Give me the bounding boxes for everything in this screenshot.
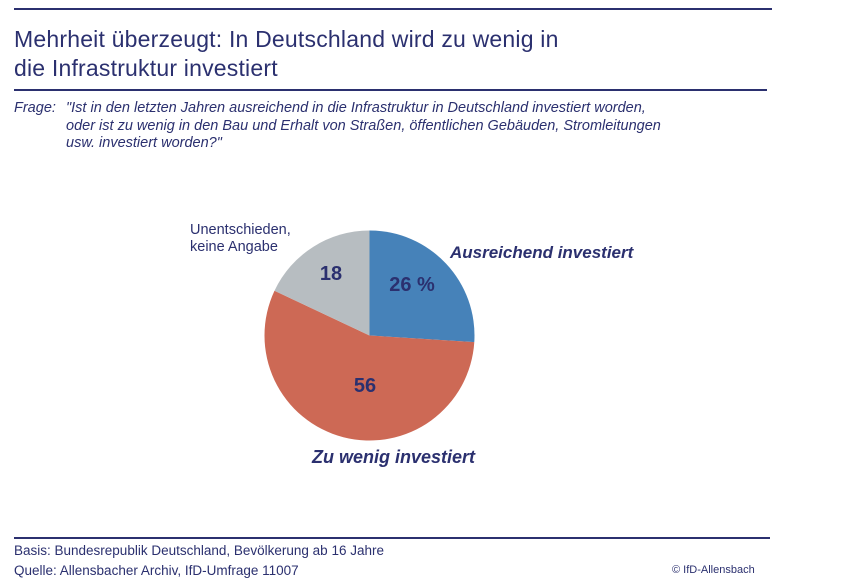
top-rule xyxy=(14,8,772,10)
slice-label-unentschieden-line-2: keine Angabe xyxy=(190,238,278,255)
footer-rule xyxy=(14,537,770,539)
pie-chart xyxy=(264,230,475,441)
footer-basis: Basis: Bundesrepublik Deutschland, Bevöl… xyxy=(14,543,384,558)
survey-question: Frage: "Ist in den letzten Jahren ausrei… xyxy=(14,100,661,153)
pie-slice-1 xyxy=(264,290,475,441)
pie-chart-container xyxy=(264,230,475,441)
page-title-line-1: Mehrheit überzeugt: In Deutschland wird … xyxy=(14,26,559,52)
question-line-1: "Ist in den letzten Jahren ausreichend i… xyxy=(66,100,646,116)
footer-copyright: © IfD-Allensbach xyxy=(672,564,755,576)
slice-label-unentschieden-line-1: Unentschieden, xyxy=(190,222,291,238)
slice-label-unentschieden: Unentschieden, keine Angabe xyxy=(190,222,291,255)
footer-quelle: Quelle: Allensbacher Archiv, IfD-Umfrage… xyxy=(14,563,299,578)
title-rule xyxy=(14,89,767,91)
question-text: "Ist in den letzten Jahren ausreichend i… xyxy=(66,100,661,153)
question-line-3: usw. investiert worden?" xyxy=(66,135,222,151)
slice-label-zu-wenig: Zu wenig investiert xyxy=(312,447,476,467)
slice-value-ausreichend: 26 % xyxy=(389,274,435,296)
page-title: Mehrheit überzeugt: In Deutschland wird … xyxy=(14,25,559,83)
slice-value-unentschieden: 18 xyxy=(319,263,343,285)
pie-slice-0 xyxy=(369,230,475,343)
question-line-2: oder ist zu wenig in den Bau und Erhalt … xyxy=(66,117,661,134)
question-label: Frage: xyxy=(14,100,56,116)
slice-value-zu-wenig: 56 xyxy=(353,375,377,397)
pie-slice-2 xyxy=(274,230,370,336)
slice-label-ausreichend: Ausreichend investiert xyxy=(450,243,634,262)
page-title-line-2: die Infrastruktur investiert xyxy=(14,55,278,81)
